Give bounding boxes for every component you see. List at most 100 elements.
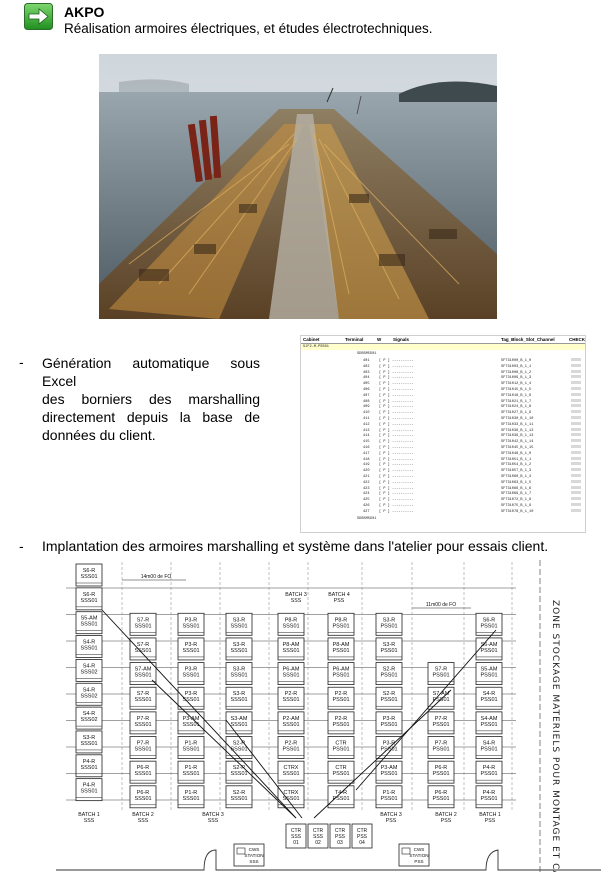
- cabinet-label: SSS01: [80, 574, 97, 580]
- sheet-row: 401 [ P ] ---------- SFT31000_B_1_0: [301, 358, 585, 364]
- ctr-cabinet: [351, 823, 373, 849]
- cabinet-label: S7-R: [137, 642, 150, 648]
- cable-route: [151, 679, 297, 819]
- cabinet-label: P7-R: [137, 741, 150, 747]
- sheet-row: 412 [ P ] ---------- SFT31033_B_1_11: [301, 421, 585, 428]
- cabinet-label: PSS01: [332, 796, 349, 802]
- cabinet-box: [75, 611, 103, 635]
- cabinet-label: PSS01: [332, 673, 349, 679]
- sheet-row: 402 [ P ] ---------- SFT31003_B_1_1: [301, 363, 585, 370]
- cabinet-label: SSS01: [230, 747, 247, 753]
- sheet-cell: 427: [363, 509, 370, 514]
- cabinet-label: SSS01: [80, 598, 97, 604]
- cabinet-label: SSS01: [182, 623, 199, 629]
- cabinet-label: P3-R: [383, 716, 396, 722]
- cabinet-label: SSS02: [80, 717, 97, 723]
- ctr-label: CTR: [291, 828, 302, 834]
- cabinet-box: [427, 662, 455, 685]
- sheet-cell: 412: [363, 422, 370, 427]
- cabinet-box: [475, 785, 503, 809]
- sheet-cell: SFT31045_B_1_15: [501, 446, 534, 450]
- sheet-row: 409 [ P ] ---------- SFT31024_B_1_8: [301, 404, 585, 410]
- cabinet-label: P1-R: [185, 741, 198, 747]
- cabinet-label: S6-R: [483, 617, 496, 623]
- cabinet-label: SSS02: [80, 669, 97, 675]
- sheet-cell: SFT31009_B_1_3: [501, 376, 532, 381]
- cabinet-box: [277, 736, 305, 759]
- cabinet-label: S3-R: [233, 667, 246, 673]
- cabinet-label: P2-AM: [283, 716, 300, 722]
- cws-screen: [236, 847, 246, 855]
- cabinet-box: [75, 682, 103, 706]
- cabinet-label: SSS01: [182, 747, 199, 753]
- sheet-cell: SFT31048_B_1_0: [501, 451, 532, 456]
- cabinet-label: P8-R: [285, 617, 298, 623]
- sheet-row: 423 [ P ] ---------- SFT31066_B_1_6: [301, 485, 585, 492]
- cabinet-box: [129, 612, 157, 636]
- sheet-cell: [ P ] ----------: [379, 417, 414, 421]
- ctr-label: CTR: [357, 828, 368, 834]
- batch-label: BATCH 3: [202, 812, 224, 818]
- sheet-cell: [ P ] ----------: [379, 469, 414, 474]
- sheet-cell: [ P ] ----------: [379, 504, 414, 508]
- sheet-cell: 418: [363, 457, 370, 462]
- cabinet-box: [75, 587, 103, 611]
- cabinet-label: PSS01: [332, 648, 349, 654]
- cabinet-box: [327, 637, 355, 661]
- cabinet-label: P8-AM: [333, 642, 350, 648]
- sheet-cell: [571, 468, 581, 472]
- cws-label: STATION: [244, 853, 263, 858]
- cabinet-label: S6-AM: [481, 642, 498, 648]
- cabinet-label: S4-R: [83, 687, 96, 693]
- cabinet-label: P3-R: [185, 667, 198, 673]
- bullet-dash: -: [19, 538, 24, 554]
- cabinet-label: P4-R: [483, 790, 496, 796]
- cabinet-label: S4-R: [483, 691, 496, 697]
- cabinet-label: P6-R: [435, 765, 448, 771]
- sheet-cell: [571, 433, 581, 437]
- cabinet-label: PSS01: [332, 771, 349, 777]
- cabinet-label: PSS01: [480, 697, 497, 703]
- sheet-cell: [ P ] ----------: [379, 463, 414, 468]
- sheet-cell: [ P ] ----------: [379, 440, 414, 445]
- sheet-cell: 424: [363, 492, 370, 497]
- cabinet-label: SSS01: [230, 673, 247, 679]
- cabinet-label: CTR: [335, 765, 346, 771]
- cabinet-box: [277, 711, 305, 735]
- sheet-cell: [571, 404, 581, 408]
- sheet-row: 419 [ P ] ---------- SFT31054_B_1_2: [301, 462, 585, 468]
- ctr-label: SSS: [291, 834, 302, 840]
- cabinet-label: SSS01: [80, 765, 97, 771]
- cabinet-label: PSS01: [480, 796, 497, 802]
- sheet-cell: [571, 474, 581, 477]
- cabinet-label: P3-AM: [183, 716, 200, 722]
- sheet-row: 411 [ P ] ---------- SFT31030_B_1_10: [301, 416, 585, 422]
- cabinet-label: PSS01: [480, 747, 497, 753]
- cabinet-label: CTRX: [284, 790, 299, 796]
- sheet-group-row: SDB5M5D01: [301, 351, 585, 357]
- sheet-cell: SFT31060_B_1_4: [501, 475, 532, 479]
- sheet-header-cell: CHECK: [569, 337, 586, 342]
- cabinet-label: S2-R: [233, 765, 246, 771]
- cabinet-label: S6-R: [83, 592, 96, 598]
- ctr-label: 01: [293, 840, 299, 846]
- cable-route: [225, 719, 303, 819]
- cabinet-label: S4-R: [83, 663, 96, 669]
- cabinet-box: [427, 785, 455, 809]
- sheet-cell: SFT31078_B_1_10: [501, 509, 534, 514]
- cabinet-label: S5-AM: [481, 667, 498, 673]
- cabinet-box: [177, 711, 205, 735]
- cabinet-box: [75, 563, 103, 587]
- cabinet-box: [177, 662, 205, 685]
- cabinet-label: S3-R: [233, 691, 246, 697]
- sheet-cell: 416: [363, 446, 370, 450]
- cabinet-label: SSS01: [182, 796, 199, 802]
- sheet-cell: [571, 485, 581, 489]
- sheet-header-cell: Signals: [393, 337, 410, 342]
- sheet-header-cell: Cabinet: [303, 337, 320, 342]
- sheet-row: 410 [ P ] ---------- SFT31027_B_1_9: [301, 410, 585, 416]
- sheet-cell: 413: [363, 428, 370, 433]
- ctr-label: 03: [337, 840, 343, 846]
- sheet-cell: [ P ] ----------: [379, 480, 414, 485]
- sheet-cell: 423: [363, 486, 370, 491]
